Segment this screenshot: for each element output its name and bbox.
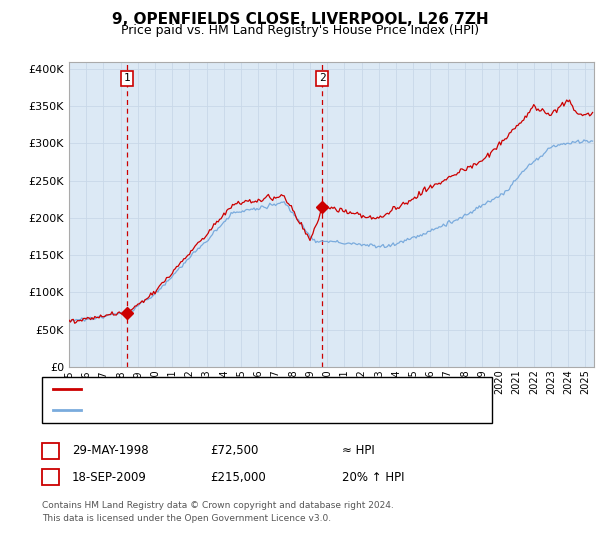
Text: 2: 2	[319, 73, 325, 83]
Text: 1: 1	[124, 73, 130, 83]
Text: 18-SEP-2009: 18-SEP-2009	[72, 470, 147, 484]
Text: £215,000: £215,000	[210, 470, 266, 484]
Text: £72,500: £72,500	[210, 444, 259, 458]
Text: 20% ↑ HPI: 20% ↑ HPI	[342, 470, 404, 484]
Text: 1: 1	[47, 446, 54, 456]
Text: Contains HM Land Registry data © Crown copyright and database right 2024.: Contains HM Land Registry data © Crown c…	[42, 501, 394, 510]
Text: 9, OPENFIELDS CLOSE, LIVERPOOL, L26 7ZH: 9, OPENFIELDS CLOSE, LIVERPOOL, L26 7ZH	[112, 12, 488, 27]
Text: Price paid vs. HM Land Registry's House Price Index (HPI): Price paid vs. HM Land Registry's House …	[121, 24, 479, 37]
Text: ≈ HPI: ≈ HPI	[342, 444, 375, 458]
Text: HPI: Average price, detached house, Knowsley: HPI: Average price, detached house, Know…	[85, 405, 339, 416]
Text: 29-MAY-1998: 29-MAY-1998	[72, 444, 149, 458]
Text: 2: 2	[47, 472, 54, 482]
Text: This data is licensed under the Open Government Licence v3.0.: This data is licensed under the Open Gov…	[42, 514, 331, 523]
Text: 9, OPENFIELDS CLOSE, LIVERPOOL, L26 7ZH (detached house): 9, OPENFIELDS CLOSE, LIVERPOOL, L26 7ZH …	[85, 384, 428, 394]
